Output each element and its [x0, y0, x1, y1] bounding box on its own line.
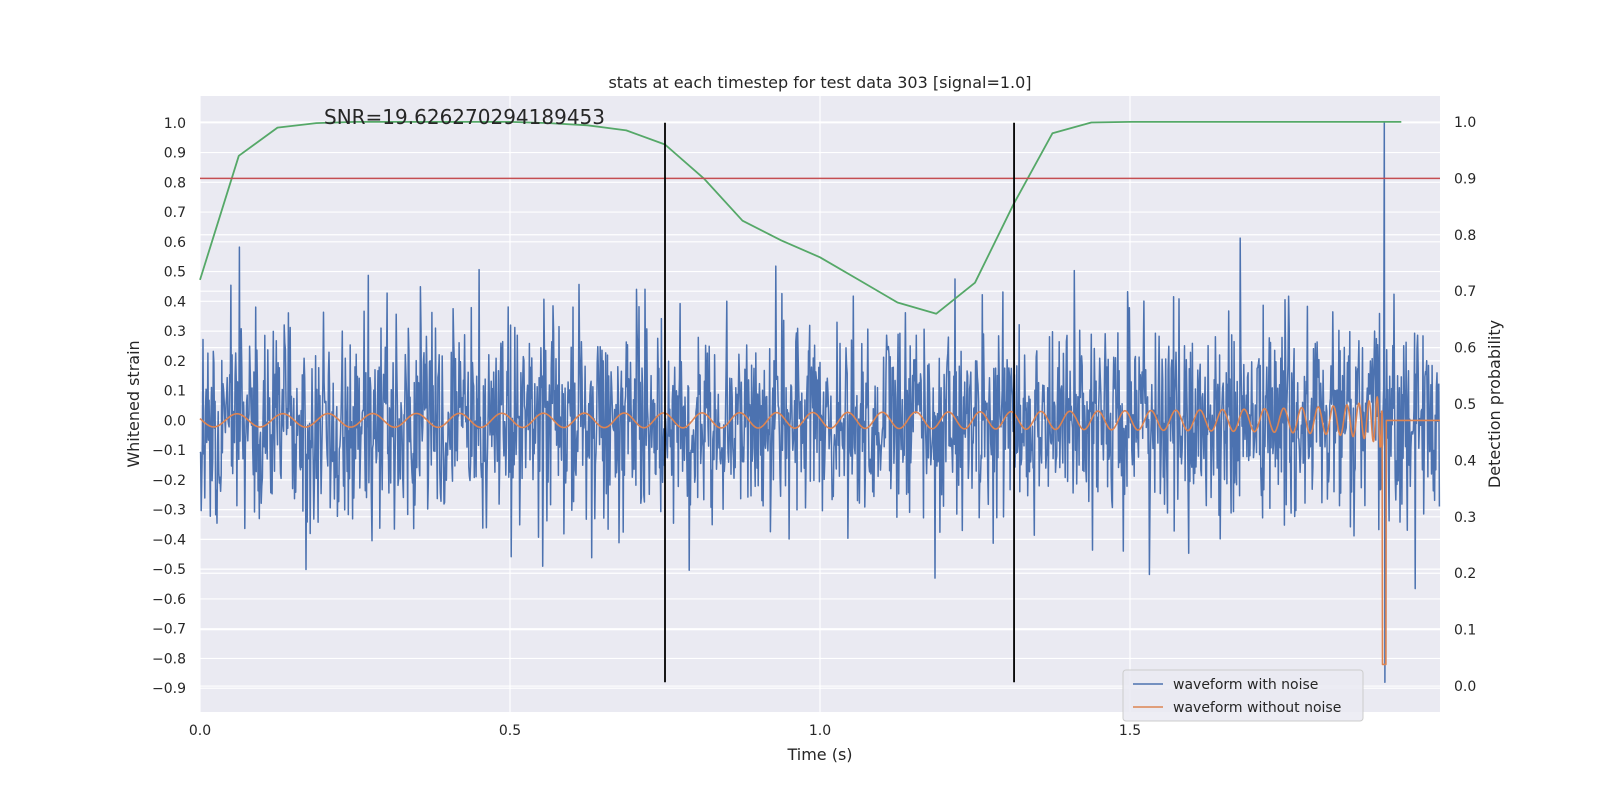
y-right-tick-label: 0.0 [1454, 679, 1476, 695]
series-detection-probability [199, 121, 1402, 315]
y-right-tick-label: 0.5 [1454, 397, 1476, 413]
y-right-tick-label: 0.6 [1454, 341, 1476, 357]
y-tick-label: 0.0 [164, 413, 186, 429]
ticks: 0.0 0.5 1.0 1.5 −0.9 −0.8 −0.7 −0.6 −0.5 −0.4 −0.3… [152, 115, 1476, 739]
noisy-waveform-layer [199, 122, 1441, 683]
y-tick-label: 0.8 [164, 175, 186, 191]
legend-label-clean: waveform without noise [1173, 700, 1341, 716]
y-tick-label: 0.6 [164, 235, 186, 251]
y-right-tick-label: 0.4 [1454, 453, 1476, 469]
y-tick-label: 0.7 [164, 205, 186, 221]
chart-title: stats at each timestep for test data 303… [608, 73, 1031, 92]
x-tick-label: 0.5 [499, 723, 521, 739]
y-tick-label: −0.6 [152, 592, 186, 608]
y-tick-label: −0.3 [152, 503, 186, 519]
y-axis-label: Whitened strain [124, 340, 143, 467]
x-axis-label: Time (s) [786, 745, 852, 764]
snr-annotation: SNR=19.626270294189453 [324, 105, 605, 129]
legend: waveform with noise waveform without noi… [1122, 669, 1364, 722]
y-right-tick-label: 1.0 [1454, 115, 1476, 131]
clean-waveform-layer [199, 396, 1441, 666]
y-right-tick-label: 0.1 [1454, 623, 1476, 639]
y-tick-label: −0.7 [152, 622, 186, 638]
y-tick-label: 0.5 [164, 265, 186, 281]
series-waveform-without-noise [199, 396, 1441, 666]
y-right-tick-label: 0.8 [1454, 228, 1476, 244]
y-tick-label: −0.4 [152, 532, 186, 548]
y-axis-right-label: Detection probability [1485, 320, 1504, 488]
y-tick-label: −0.8 [152, 651, 186, 667]
x-tick-label: 1.5 [1119, 723, 1141, 739]
x-tick-label: 0.0 [189, 723, 211, 739]
y-right-tick-label: 0.2 [1454, 566, 1476, 582]
y-tick-label: −0.1 [152, 443, 186, 459]
y-right-tick-label: 0.9 [1454, 171, 1476, 187]
y-tick-label: −0.2 [152, 473, 186, 489]
x-tick-label: 1.0 [809, 723, 831, 739]
y-tick-label: 0.4 [164, 294, 186, 310]
y-tick-label: 1.0 [164, 116, 186, 132]
y-tick-label: 0.9 [164, 146, 186, 162]
y-tick-label: −0.5 [152, 562, 186, 578]
y-right-tick-label: 0.3 [1454, 510, 1476, 526]
y-right-tick-label: 0.7 [1454, 284, 1476, 300]
y-tick-label: −0.9 [152, 681, 186, 697]
legend-label-noisy: waveform with noise [1173, 677, 1318, 693]
y-tick-label: 0.3 [164, 324, 186, 340]
series-waveform-with-noise [199, 122, 1441, 683]
marker-lines [664, 122, 1015, 683]
legend-box [1122, 669, 1364, 722]
probability-layer [199, 121, 1440, 315]
y-tick-label: 0.2 [164, 354, 186, 370]
y-tick-label: 0.1 [164, 384, 186, 400]
